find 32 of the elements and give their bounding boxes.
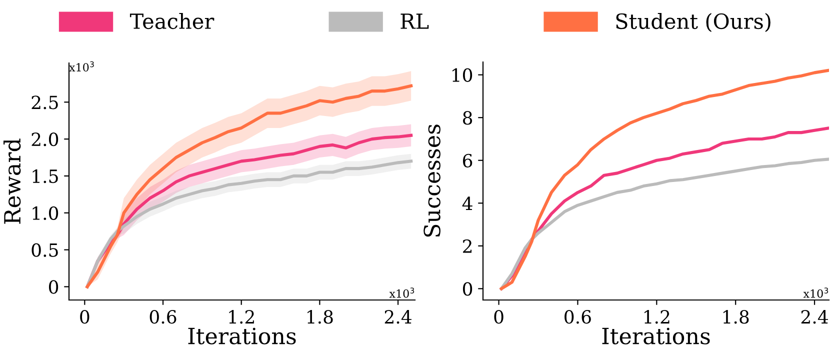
y-tick-label: 2.0: [32, 132, 58, 146]
y-axis-title: Successes: [424, 124, 440, 237]
x-tick-label: 0.6: [150, 310, 176, 324]
y-tick-label: 6: [462, 154, 472, 168]
x-tick-label: 1.2: [644, 310, 670, 324]
x-tick-label: 2.4: [801, 310, 828, 324]
y-tick-label: 2: [463, 239, 472, 253]
y-tick-label: 0: [462, 282, 472, 296]
x-tick-label: 1.8: [723, 310, 749, 324]
annotation: x10$^{3}$: [389, 288, 414, 298]
legend-label: RL: [400, 14, 429, 29]
y-tick-label: 1.5: [32, 169, 58, 184]
x-axis-title: Iterations: [188, 328, 296, 344]
x-tick-label: 1.8: [308, 310, 333, 324]
y-tick-label: 2.5: [32, 96, 58, 110]
annotation: x10$^{3}$: [69, 61, 94, 72]
x-axis-title: Iterations: [602, 328, 710, 344]
x-tick-label: 0: [494, 310, 504, 324]
x-tick-label: 0.6: [564, 310, 591, 324]
legend-label: Student (Ours): [616, 12, 770, 32]
y-tick-label: 10: [452, 68, 472, 82]
y-tick-label: 0.5: [32, 243, 58, 257]
y-tick-label: 1.0: [32, 206, 58, 220]
y-tick-label: 0: [48, 280, 58, 294]
x-tick-label: 0: [80, 310, 90, 324]
y-tick-label: 8: [462, 111, 472, 125]
y-axis-title: Reward: [4, 138, 21, 224]
annotation: x10$^{3}$: [803, 288, 828, 298]
legend-label: Teacher: [130, 12, 214, 30]
x-tick-label: 1.2: [229, 310, 254, 324]
x-tick-label: 2.4: [384, 310, 412, 324]
y-tick-label: 4: [462, 196, 472, 210]
